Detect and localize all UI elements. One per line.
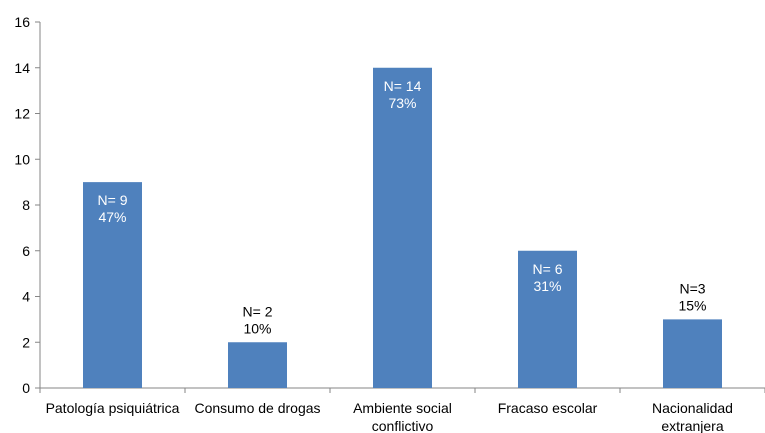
data-label: N= 14 [384, 78, 422, 94]
bar [663, 319, 722, 388]
y-tick-label: 14 [14, 60, 30, 76]
x-axis [39, 387, 765, 393]
bar [83, 182, 142, 388]
data-label: N=3 [679, 280, 705, 296]
category-label: extranjera [661, 418, 723, 433]
data-label: 47% [98, 209, 126, 225]
y-tick-label: 0 [22, 380, 30, 396]
y-tick-label: 6 [22, 243, 30, 259]
y-tick-label: 8 [22, 197, 30, 213]
data-label: N= 2 [243, 303, 273, 319]
bar [228, 342, 287, 388]
data-label: 10% [243, 320, 271, 336]
category-label: conflictivo [372, 418, 434, 433]
y-tick-label: 10 [14, 151, 30, 167]
category-label: Consumo de drogas [194, 400, 320, 416]
category-label: Nacionalidad [652, 400, 733, 416]
y-axis: 0 2 4 6 8 10 12 14 16 [14, 14, 41, 396]
y-tick-label: 12 [14, 106, 30, 122]
category-labels: Patología psiquiátrica Consumo de drogas A… [46, 400, 733, 433]
bar [373, 67, 432, 388]
data-label: N= 9 [98, 192, 128, 208]
y-tick-label: 2 [22, 334, 30, 350]
category-label: Ambiente social [353, 400, 452, 416]
data-label: 31% [533, 278, 561, 294]
bar [518, 250, 577, 388]
y-tick-label: 4 [22, 289, 30, 305]
data-label: 73% [388, 95, 416, 111]
category-label: Fracaso escolar [498, 400, 598, 416]
data-label: 15% [678, 297, 706, 313]
data-label: N= 6 [533, 261, 563, 277]
y-tick-label: 16 [14, 14, 30, 30]
bars [83, 67, 722, 388]
category-label: Patología psiquiátrica [46, 400, 180, 416]
